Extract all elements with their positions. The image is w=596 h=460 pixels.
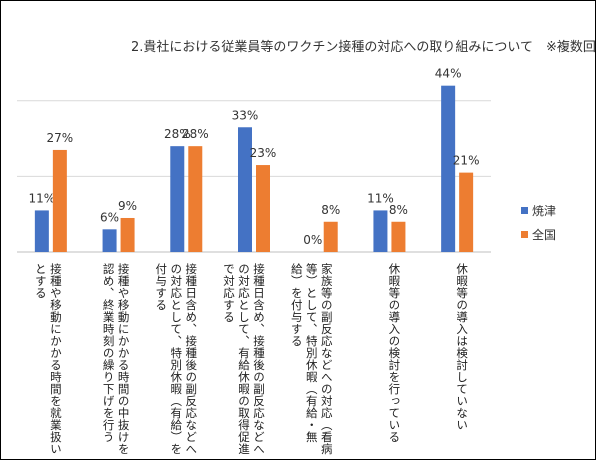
- data-label-national-6: 21%: [453, 154, 480, 168]
- bar-yaizu-2: [170, 146, 185, 252]
- category-label-line: 等）として、特別休暇（有給・無: [304, 263, 319, 443]
- category-label-3: 接種日含め、接種後の副反応などへ の対応として、有給休暇の取得促進 で対応する: [221, 263, 266, 455]
- category-label-line: 給）を付与する: [289, 263, 304, 347]
- bar-yaizu-3: [238, 127, 252, 252]
- data-label-national-2: 28%: [182, 127, 209, 141]
- data-label-yaizu-3: 33%: [232, 108, 259, 122]
- category-label-line: の対応として、特別休暇（有給）を: [169, 263, 184, 455]
- data-label-yaizu-0: 11%: [29, 191, 56, 205]
- data-label-national-4: 8%: [321, 203, 340, 217]
- category-label-2: 接種日含め、接種後の副反応などへ の対応として、特別休暇（有給）を 付与する: [153, 263, 198, 455]
- legend-item-yaizu: 焼津: [521, 202, 556, 219]
- data-label-national-5: 8%: [389, 203, 408, 217]
- data-label-national-0: 27%: [47, 131, 74, 145]
- data-label-yaizu-1: 6%: [100, 210, 119, 224]
- category-label-0: 接種や移動にかかる時間を就業扱い とする: [33, 263, 63, 455]
- category-label-line: 接種日含め、接種後の副反応などへ: [184, 263, 199, 455]
- bar-yaizu-6: [441, 85, 456, 253]
- legend-label-national: 全国: [532, 228, 557, 242]
- category-label-line: 休暇等の導入は検討していない: [455, 263, 470, 431]
- bar-national-0: [52, 149, 67, 252]
- category-label-line: 接種日含め、接種後の副反応などへ: [252, 263, 266, 455]
- bar-national-6: [459, 172, 474, 252]
- data-label-national-3: 23%: [250, 146, 277, 160]
- bar-yaizu-5: [373, 210, 388, 252]
- bar-national-3: [256, 165, 270, 252]
- data-label-yaizu-4: 0%: [303, 233, 322, 247]
- bar-yaizu-0: [34, 210, 49, 252]
- category-label-line: 接種や移動にかかる時間の中抜けを: [116, 263, 131, 455]
- bar-national-1: [120, 217, 135, 252]
- category-label-line: で対応する: [222, 263, 236, 323]
- category-label-line: 付与する: [154, 263, 169, 311]
- bar-yaizu-1: [102, 229, 117, 252]
- category-label-line: 家族等の副反応などへの対応（看病: [319, 263, 334, 455]
- category-label-6: 休暇等の導入は検討していない: [454, 263, 469, 431]
- chart-title: 2.貴社における従業員等のワクチン接種の対応への取り組みについて ※複数回答: [131, 40, 596, 55]
- legend-item-national: 全国: [521, 226, 556, 243]
- category-label-line: 認め、終業時刻の繰り下げを行う: [101, 263, 116, 443]
- category-label-line: 接種や移動にかかる時間を就業扱い: [48, 263, 63, 455]
- data-label-yaizu-5: 11%: [367, 191, 394, 205]
- bar-national-4: [323, 221, 338, 252]
- category-label-line: とする: [33, 263, 48, 299]
- category-label-line: 休暇等の導入の検討を行っている: [387, 263, 402, 443]
- data-label-yaizu-6: 44%: [435, 67, 462, 81]
- data-label-national-1: 9%: [118, 199, 137, 213]
- category-label-5: 休暇等の導入の検討を行っている: [386, 263, 401, 443]
- category-label-1: 接種や移動にかかる時間の中抜けを 認め、終業時刻の繰り下げを行う: [101, 263, 131, 455]
- data-label-yaizu-2: 28%: [164, 127, 191, 141]
- category-label-line: の対応として、有給休暇の取得促進: [237, 263, 251, 455]
- legend-swatch-national: [521, 231, 528, 238]
- legend-label-yaizu: 焼津: [532, 204, 557, 218]
- legend-swatch-yaizu: [521, 207, 528, 214]
- category-label-4: 家族等の副反応などへの対応（看病 等）として、特別休暇（有給・無 給）を付与する: [289, 263, 334, 455]
- bar-national-2: [188, 146, 203, 252]
- bar-national-5: [391, 221, 406, 252]
